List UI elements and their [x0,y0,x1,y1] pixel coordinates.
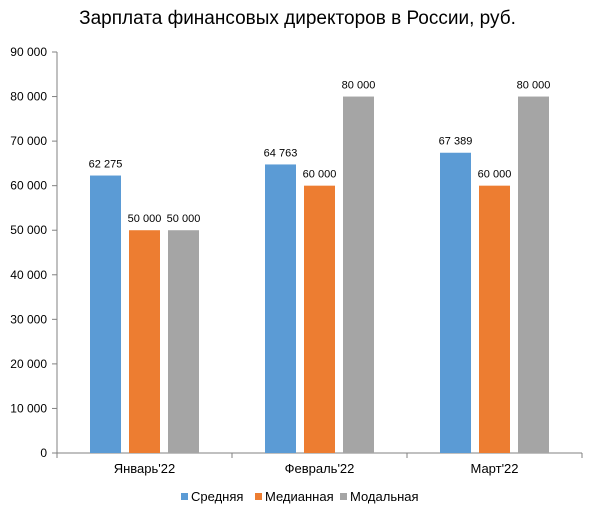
legend-swatch [181,493,188,500]
data-label: 80 000 [342,80,376,92]
legend-label: Медианная [265,489,334,504]
data-label: 62 275 [89,159,123,171]
y-tick-label: 80 000 [10,90,47,104]
bar [479,185,510,453]
y-tick-label: 20 000 [10,357,47,371]
data-label: 60 000 [478,169,512,181]
y-tick-label: 40 000 [10,268,47,282]
bar [440,152,471,453]
y-tick-label: 30 000 [10,312,47,326]
data-label: 67 389 [439,136,473,148]
bar [518,96,549,454]
y-tick-label: 90 000 [10,45,47,59]
legend-label: Модальная [350,489,419,504]
legend-label: Средняя [191,489,243,504]
y-tick-label: 50 000 [10,223,47,237]
data-label: 50 000 [167,213,201,225]
chart-title: Зарплата финансовых директоров в России,… [79,8,516,29]
legend-swatch [340,493,347,500]
bar [343,96,374,454]
y-tick-label: 10 000 [10,401,47,415]
data-label: 60 000 [303,169,337,181]
bar [90,175,121,453]
bar [168,230,199,453]
data-label: 64 763 [264,147,298,159]
y-tick-label: 60 000 [10,179,47,193]
x-tick-label: Январь'22 [114,461,176,476]
bar [304,185,335,453]
x-tick-label: Февраль'22 [285,461,355,476]
bar [129,230,160,453]
x-tick-label: Март'22 [470,461,518,476]
data-label: 50 000 [128,213,162,225]
legend-swatch [255,493,262,500]
y-tick-label: 70 000 [10,134,47,148]
bar [265,164,296,453]
data-label: 80 000 [517,80,551,92]
y-tick-label: 0 [40,446,47,460]
